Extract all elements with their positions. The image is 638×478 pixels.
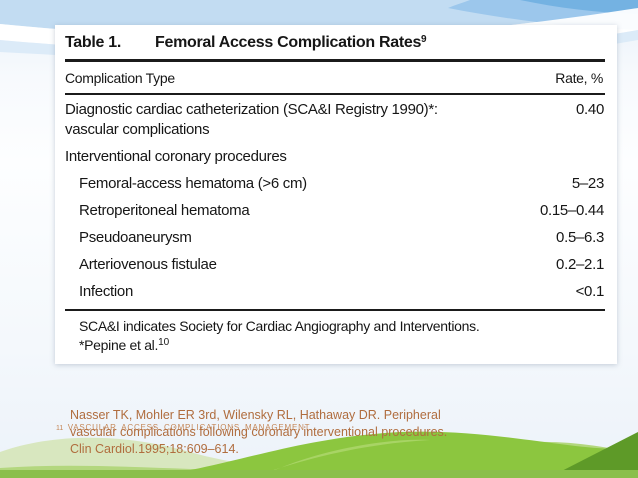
rate-value-cell: 0.2–2.1: [556, 256, 604, 273]
citation-line: Clin Cardiol.1995;18:609–614.: [70, 442, 239, 456]
rate-value-cell: 0.5–6.3: [556, 229, 604, 246]
table-figure: Table 1. Femoral Access Complication Rate…: [55, 25, 617, 364]
table-row: Diagnostic cardiac catheterization (SCA&…: [65, 100, 605, 140]
table-row: Infection <0.1: [65, 282, 605, 302]
citation-line: Nasser TK, Mohler ER 3rd, Wilensky RL, H…: [70, 408, 441, 422]
rate-value-cell: <0.1: [575, 283, 605, 300]
table-row: Arteriovenous fistulae 0.2–2.1: [65, 255, 605, 275]
table-header-row: Complication Type Rate, %: [65, 62, 605, 93]
title-reference-superscript: 9: [421, 34, 427, 45]
table-footnotes: SCA&I indicates Society for Cardiac Angi…: [65, 311, 605, 357]
table-row: Femoral-access hematoma (>6 cm) 5–23: [65, 174, 605, 194]
complication-type-cell: Diagnostic cardiac catheterization (SCA&…: [65, 101, 438, 138]
table-rule-header: [65, 93, 605, 95]
footer-caps-text: VASCULAR ACCESS COMPLICATIONS MANAGEMENT: [67, 423, 311, 432]
bottom-wave-decoration: [0, 431, 638, 478]
complication-type-cell: Arteriovenous fistulae: [79, 256, 217, 273]
table-rule-top: [65, 59, 605, 62]
table-row: Interventional coronary procedures: [65, 147, 605, 167]
table-row: Retroperitoneal hematoma 0.15–0.44: [65, 201, 605, 221]
rate-value-cell: 0.15–0.44: [539, 202, 604, 219]
table-title: Table 1. Femoral Access Complication Rate…: [65, 31, 605, 52]
complication-type-cell: Pseudoaneurysm: [79, 229, 192, 246]
table-rule-bottom: [65, 309, 605, 311]
slide-number: 11: [56, 425, 64, 432]
complication-type-cell: Interventional coronary procedures: [65, 148, 287, 165]
footnote-line: *Pepine et al.10: [79, 337, 170, 353]
footnote-line: SCA&I indicates Society for Cardiac Angi…: [79, 318, 480, 334]
slide-footer-overlay: 11 VASCULAR ACCESS COMPLICATIONS MANAGEM…: [56, 417, 310, 435]
table-title-text: Femoral Access Complication Rates: [155, 34, 422, 51]
column-header-complication-type: Complication Type: [65, 70, 175, 86]
rate-value-cell: 5–23: [571, 175, 604, 192]
citation-line: vascular complications following coronar…: [70, 425, 448, 439]
complication-type-cell: Retroperitoneal hematoma: [79, 202, 250, 219]
column-header-rate: Rate, %: [555, 70, 603, 86]
rate-value-cell: 0.40: [576, 101, 604, 118]
table-label: Table 1.: [65, 34, 121, 51]
table-row: Pseudoaneurysm 0.5–6.3: [65, 228, 605, 248]
complication-type-cell: Femoral-access hematoma (>6 cm): [79, 175, 307, 192]
complication-type-cell: Infection: [79, 283, 134, 300]
footnote-reference-superscript: 10: [158, 337, 170, 348]
table-body: Diagnostic cardiac catheterization (SCA&…: [65, 95, 605, 302]
reference-citation: Nasser TK, Mohler ER 3rd, Wilensky RL, H…: [70, 407, 500, 458]
